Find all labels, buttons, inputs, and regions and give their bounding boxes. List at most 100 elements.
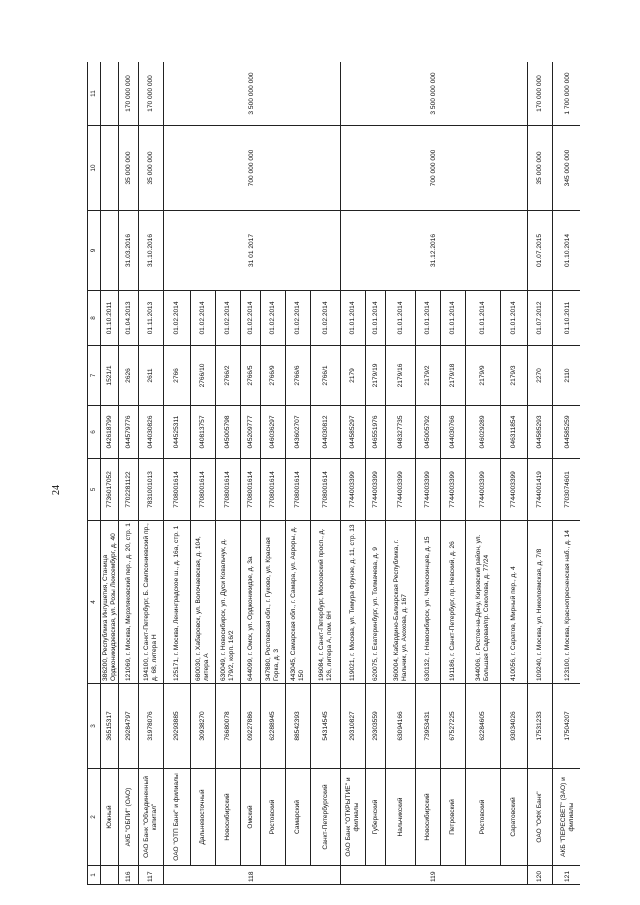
inn: 7708001614 <box>163 458 191 521</box>
registration-number: 2179/2 <box>415 345 441 406</box>
inn: 7744001419 <box>527 458 553 521</box>
limit: 170 000 000 <box>527 62 553 126</box>
inn: 7744003399 <box>385 458 416 521</box>
row-number: 121 <box>552 865 580 885</box>
header-cell: 6 <box>87 405 101 459</box>
date-to: 01.07.2015 <box>527 210 553 291</box>
bik: 045005798 <box>215 405 241 459</box>
okpo-code: 29284797 <box>118 683 139 769</box>
inn: 7744003399 <box>465 458 501 521</box>
limit <box>100 62 119 126</box>
bik: 043602707 <box>285 405 311 459</box>
address: 347880, Ростовская обл., г. Гуково, ул. … <box>260 520 286 684</box>
inn: 7702281122 <box>118 458 139 521</box>
bank-name: ОАО Банк "Объединенный капитал" <box>138 768 164 866</box>
inn: 7744003399 <box>500 458 528 521</box>
header-cell: 1 <box>87 865 101 885</box>
bank-name: Омский <box>240 768 261 866</box>
bik: 046311854 <box>500 405 528 459</box>
registration-number: 2179/19 <box>365 345 386 406</box>
address: 344006, г. Ростов-на-Дону, Кировский рай… <box>465 520 501 684</box>
registration-number: 2611 <box>138 345 164 406</box>
bank-name: Ростовский <box>260 768 286 866</box>
header-cell: 5 <box>87 458 101 521</box>
bank-name: ОАО Банк "ОТКРЫТИЕ" и филиалы <box>340 768 366 866</box>
okpo-code: 29293885 <box>163 683 191 769</box>
amount <box>100 125 119 211</box>
bank-table: 1 2 3 4 5 6 7 8 9 10 11 Южный 36515317 386200, Респуб… <box>87 62 580 885</box>
table-clip: 1 2 3 4 5 6 7 8 9 10 11 Южный 36515317 386200, Респуб… <box>87 62 580 885</box>
registration-number: 2270 <box>527 345 553 406</box>
bik: 048327735 <box>385 405 416 459</box>
inn: 7744003399 <box>365 458 386 521</box>
registration-number: 2179/16 <box>385 345 416 406</box>
inn: 7708001614 <box>215 458 241 521</box>
address: 644099, г. Омск, ул. Орджоникидзе, д. 3а <box>240 520 261 684</box>
date-from: 01.11.2013 <box>138 290 164 346</box>
inn: 7708001614 <box>260 458 286 521</box>
bank-name: АКБ "ПЕРЕСВЕТ" (ЗАО) и филиалы <box>552 768 580 866</box>
bik: 044579776 <box>118 405 139 459</box>
bik: 044585297 <box>340 405 366 459</box>
date-from: 01.01.2014 <box>415 290 441 346</box>
address: 119021, г. Москва, ул. Тимура Фрунзе, д.… <box>340 520 366 684</box>
header-cell: 7 <box>87 345 101 406</box>
header-cell: 2 <box>87 768 101 866</box>
registration-number: 2179/3 <box>500 345 528 406</box>
okpo-code: 62288945 <box>260 683 286 769</box>
amount: 700 000 000 <box>163 125 341 211</box>
date-to <box>100 210 119 291</box>
table-row: 118 ОАО "ОТП Банк" и филиалы 29293885 12517… <box>163 62 341 885</box>
amount: 700 000 000 <box>340 125 528 211</box>
registration-number: 2766/9 <box>260 345 286 406</box>
bik: 045209777 <box>240 405 261 459</box>
date-from: 01.01.2014 <box>440 290 466 346</box>
bik: 044585293 <box>527 405 553 459</box>
bank-name: Санкт-Петербургский <box>310 768 341 866</box>
limit: 1 700 000 000 <box>552 62 580 126</box>
row-number: 119 <box>340 865 528 885</box>
date-from: 01.01.2014 <box>500 290 528 346</box>
address: 360004, Кабардино-Балкарская Республика,… <box>385 520 416 684</box>
registration-number: 2766/10 <box>190 345 216 406</box>
inn: 7708001614 <box>240 458 261 521</box>
registration-number: 2179/18 <box>440 345 466 406</box>
date-from: 01.04.2013 <box>118 290 139 346</box>
header-cell: 4 <box>87 520 101 684</box>
date-to: 01.10.2014 <box>552 210 580 291</box>
header-cell: 10 <box>87 125 101 211</box>
address: 386200, Республика Ингушетия, Станица Ор… <box>100 520 119 684</box>
okpo-code: 88542393 <box>285 683 311 769</box>
bank-name: АКБ "ОБПИ" (ОАО) <box>118 768 139 866</box>
bik: 044585259 <box>552 405 580 459</box>
address: 194100, г. Санкт-Петербург, Б. Сампсоние… <box>138 520 164 684</box>
bik: 046029289 <box>465 405 501 459</box>
registration-number: 2766/1 <box>310 345 341 406</box>
bank-name: Дальневосточный <box>190 768 216 866</box>
address: 620075, г. Екатеринбург, ул. Толмачева, … <box>365 520 386 684</box>
registration-number: 2626 <box>118 345 139 406</box>
table-row: 120 ОАО "ОФК Банк" 17531233 109240, г. Моск… <box>527 62 553 885</box>
inn: 7831001013 <box>138 458 164 521</box>
registration-number: 2766 <box>163 345 191 406</box>
date-from: 01.07.2012 <box>527 290 553 346</box>
bank-name: Губернский <box>365 768 386 866</box>
okpo-code: 36515317 <box>100 683 119 769</box>
address: 109240, г. Москва, ул. Николоямская, д. … <box>527 520 553 684</box>
address: 680030, г. Хабаровск, ул. Волочаевская, … <box>190 520 216 684</box>
bik: 044030766 <box>440 405 466 459</box>
bank-name: ОАО "ОФК Банк" <box>527 768 553 866</box>
registration-number: 2179/9 <box>465 345 501 406</box>
address: 443045, Самарская обл., г. Самара, ул. А… <box>285 520 311 684</box>
address: 121069, г. Москва, Мерзляковский пер., д… <box>118 520 139 684</box>
row-number: 118 <box>163 865 341 885</box>
rotated-page: 24 1 2 3 4 5 6 7 8 9 10 11 Южный 36515317 386200, Рес… <box>51 62 580 885</box>
date-from: 01.10.2011 <box>552 290 580 346</box>
address: 123100, г. Москва, Краснопресненская наб… <box>552 520 580 684</box>
okpo-code: 73953431 <box>415 683 441 769</box>
amount: 35 000 000 <box>138 125 164 211</box>
okpo-code: 93034026 <box>500 683 528 769</box>
bank-name: Южный <box>100 768 119 866</box>
bank-name: Ростовский <box>465 768 501 866</box>
date-from: 01.02.2014 <box>240 290 261 346</box>
